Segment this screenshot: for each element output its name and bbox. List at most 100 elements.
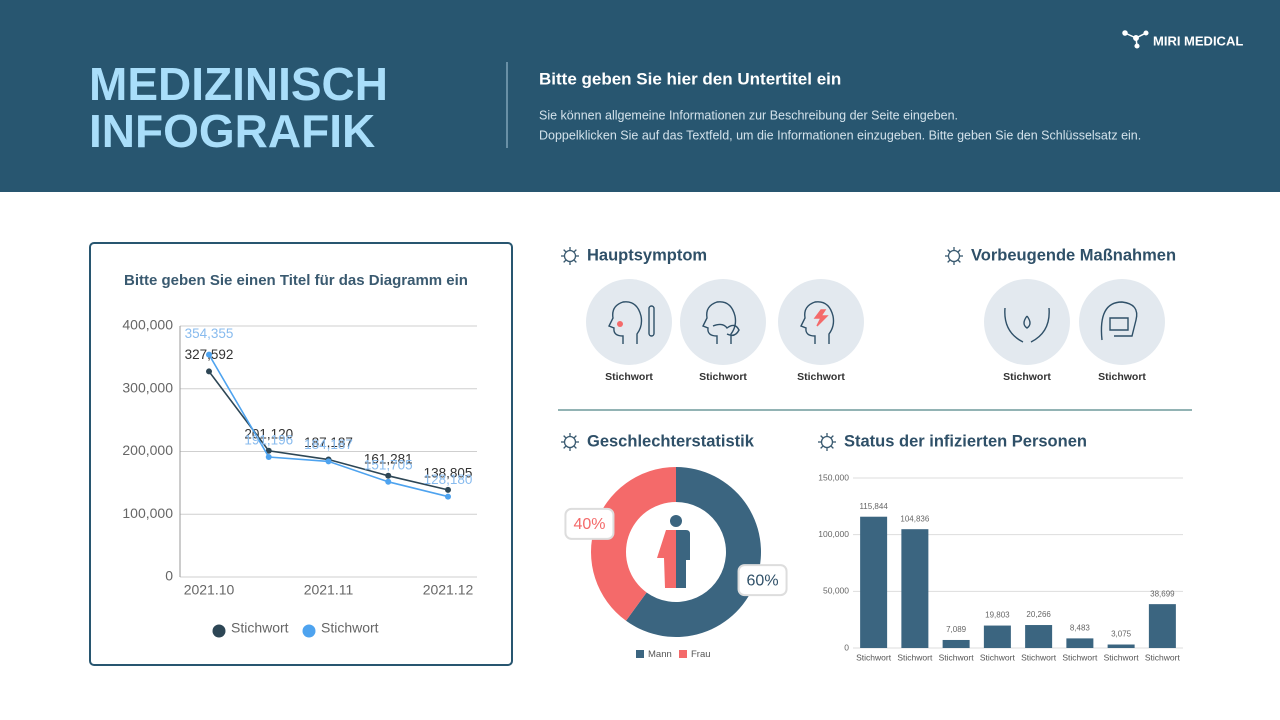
- legend-marker: [679, 650, 687, 658]
- icon-part: [676, 530, 690, 588]
- data-label: 115,844: [859, 502, 888, 511]
- point: [206, 351, 212, 358]
- x-tick-label: Stichwort: [1104, 652, 1140, 662]
- y-tick-label: 100,000: [818, 529, 849, 539]
- donut-slice: [591, 467, 676, 621]
- icon-part: [573, 249, 577, 253]
- title-line: INFOGRAFIK: [89, 105, 375, 157]
- legend-label: Frau: [691, 649, 711, 660]
- data-label: 151,705: [364, 457, 413, 472]
- bar: [901, 529, 929, 648]
- legend-label: Mann: [648, 649, 672, 660]
- heading-icon: [818, 433, 836, 451]
- header-band: [0, 0, 1280, 192]
- donut-slice: [626, 467, 762, 638]
- x-tick-label: 2021.11: [304, 582, 354, 598]
- data-label: 19,803: [985, 611, 1010, 620]
- legend-marker: [302, 624, 316, 638]
- data-label: 104,836: [900, 514, 929, 523]
- section-title: Status der infizierten Personen: [844, 432, 1087, 450]
- data-label: 7,089: [946, 625, 967, 634]
- icon: [702, 301, 740, 344]
- legend-label: Stichwort: [321, 620, 379, 636]
- point: [385, 478, 392, 485]
- heading-icon: [561, 433, 579, 451]
- data-label: 184,187: [304, 437, 353, 452]
- y-tick-label: 50,000: [823, 586, 849, 596]
- x-tick-label: Stichwort: [1021, 652, 1057, 662]
- icon-part: [608, 301, 643, 344]
- data-label: 191,196: [244, 433, 293, 448]
- icon-part: [947, 249, 961, 263]
- bar: [1148, 604, 1176, 648]
- point: [265, 454, 272, 461]
- icon-label: Stichwort: [699, 371, 747, 383]
- y-tick-label: 0: [165, 568, 173, 584]
- icon-label: Stichwort: [797, 371, 845, 383]
- heading-icon: [561, 247, 579, 265]
- x-tick-label: Stichwort: [856, 652, 892, 662]
- point: [385, 472, 392, 479]
- label-bubble: [564, 507, 615, 540]
- icon-part: [563, 445, 567, 449]
- data-label: 38,699: [1150, 589, 1175, 598]
- icon-part: [563, 259, 567, 263]
- icon-circle: [680, 279, 766, 365]
- x-tick-label: Stichwort: [1062, 652, 1098, 662]
- icon-part: [563, 249, 577, 263]
- icon-part: [563, 435, 577, 449]
- heading-icon: [945, 247, 963, 265]
- icon-part: [712, 323, 740, 337]
- chart-card: [89, 242, 513, 666]
- icon-part: [573, 445, 577, 449]
- gender-icon: [657, 515, 690, 588]
- icon-circle: [984, 279, 1070, 365]
- data-label: 3,075: [1111, 630, 1132, 639]
- icon-part: [800, 301, 835, 344]
- subtitle: Bitte geben Sie hier den Untertitel ein: [539, 69, 841, 88]
- icon-part: [563, 435, 567, 439]
- data-label: 138,805: [424, 465, 473, 480]
- icon-part: [648, 305, 655, 337]
- point: [206, 368, 212, 375]
- label-bubble: [737, 564, 788, 597]
- x-tick-label: 2021.12: [423, 582, 474, 598]
- icon-part: [947, 259, 951, 263]
- x-tick-label: Stichwort: [897, 652, 933, 662]
- point: [265, 447, 272, 454]
- icon-label: Stichwort: [605, 371, 653, 383]
- data-label: 161,281: [364, 451, 413, 466]
- section-title: Geschlechterstatistik: [587, 432, 755, 450]
- icon-part: [573, 435, 577, 439]
- icon-part: [830, 445, 834, 449]
- bar: [1025, 625, 1053, 648]
- icon-part: [670, 515, 682, 527]
- data-label: 40%: [573, 516, 605, 533]
- icon-part: [830, 435, 834, 439]
- icon-part: [813, 309, 829, 327]
- data-label: 8,483: [1070, 623, 1091, 632]
- icon: [1100, 301, 1138, 341]
- point: [445, 486, 451, 493]
- chart-title: Bitte geben Sie einen Titel für das Diag…: [124, 272, 468, 289]
- data-label: 187,187: [304, 435, 353, 450]
- point: [325, 458, 332, 465]
- point: [445, 493, 451, 500]
- x-tick-label: 2021.10: [184, 582, 235, 598]
- bar: [860, 516, 888, 648]
- description: Doppelklicken Sie auf das Textfeld, um d…: [539, 128, 1141, 142]
- legend-marker: [212, 624, 226, 638]
- description: Sie können allgemeine Informationen zur …: [539, 108, 958, 122]
- data-label: 20,266: [1026, 610, 1051, 619]
- x-tick-label: Stichwort: [939, 652, 975, 662]
- bar: [1107, 644, 1135, 648]
- icon-part: [1004, 307, 1050, 343]
- icon-part: [702, 301, 737, 344]
- legend-marker: [636, 650, 644, 658]
- title-line: MEDIZINISCH: [89, 58, 388, 110]
- icon-part: [820, 435, 824, 439]
- icon-part: [657, 530, 676, 588]
- y-tick-label: 400,000: [122, 317, 173, 333]
